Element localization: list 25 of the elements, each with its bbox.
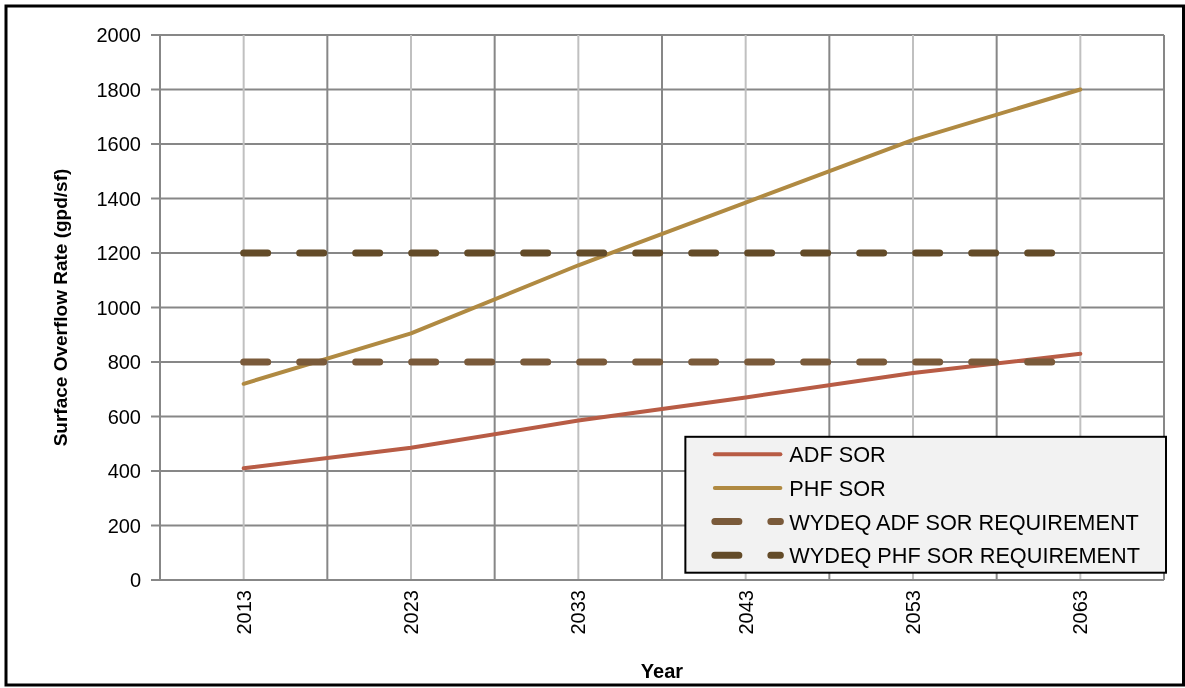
legend-label: ADF SOR — [789, 441, 886, 467]
x-tick-label: 2023 — [400, 590, 422, 635]
y-tick-label: 1000 — [96, 296, 141, 319]
y-tick-label: 800 — [107, 351, 141, 373]
x-tick-label: 2043 — [734, 590, 757, 635]
legend-label: WYDEQ ADF SOR REQUIREMENT — [789, 509, 1139, 535]
x-tick-label: 2063 — [1069, 590, 1092, 635]
y-tick-label: 1200 — [96, 242, 141, 264]
legend-label: WYDEQ PHF SOR REQUIREMENT — [789, 542, 1141, 568]
line-series — [241, 351, 1083, 471]
y-tick-label: 1400 — [96, 187, 141, 210]
y-tick-label: 600 — [107, 405, 141, 428]
y-axis-title: Surface Overflow Rate (gpd/sf) — [49, 168, 71, 447]
x-tick-label: 2033 — [567, 590, 590, 635]
y-tick-label: 1800 — [96, 78, 141, 101]
y-tick-label: 1600 — [96, 133, 141, 155]
y-tick-label: 2000 — [96, 24, 141, 46]
y-tick-label: 400 — [107, 460, 141, 482]
y-tick-label: 200 — [107, 514, 141, 537]
line-series — [241, 87, 1083, 386]
x-axis-title: Year — [640, 660, 684, 682]
x-tick-label: 2013 — [232, 590, 255, 635]
y-tick-label: 0 — [129, 569, 141, 591]
x-tick-label: 2053 — [902, 590, 924, 635]
legend-label: PHF SOR — [789, 475, 886, 501]
